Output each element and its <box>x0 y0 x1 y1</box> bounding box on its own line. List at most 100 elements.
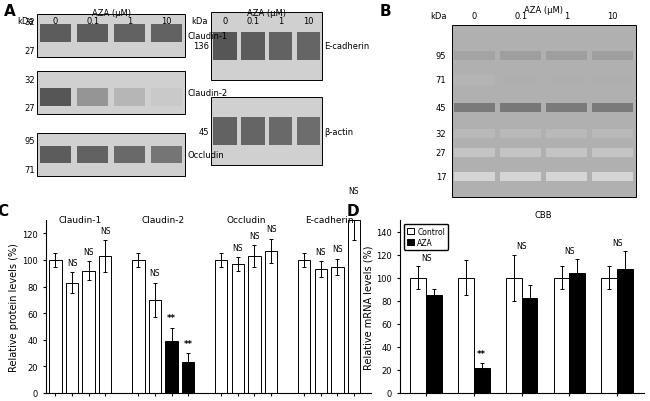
Bar <box>546 52 587 61</box>
Text: 45: 45 <box>436 103 447 113</box>
Bar <box>99 256 111 393</box>
Bar <box>546 103 587 113</box>
Text: NS: NS <box>564 246 575 255</box>
Text: 0: 0 <box>222 17 227 26</box>
Legend: Control, AZA: Control, AZA <box>404 225 448 250</box>
Bar <box>77 146 108 164</box>
Bar <box>454 129 495 139</box>
Bar <box>248 256 261 393</box>
Bar <box>500 103 541 113</box>
Bar <box>500 148 541 158</box>
Bar <box>458 278 474 393</box>
Text: 0: 0 <box>53 17 58 26</box>
Bar <box>37 15 185 57</box>
Bar <box>211 13 322 81</box>
Bar <box>269 117 292 146</box>
Bar <box>77 89 108 107</box>
Bar <box>114 89 145 107</box>
Text: 95: 95 <box>25 137 35 146</box>
Bar <box>521 299 538 393</box>
Bar <box>474 368 489 393</box>
Bar <box>348 221 360 393</box>
Bar <box>554 278 569 393</box>
Text: Occludin: Occludin <box>187 151 224 160</box>
Bar <box>269 32 292 61</box>
Bar <box>40 25 71 43</box>
Text: 71: 71 <box>436 76 447 85</box>
Bar <box>151 146 182 164</box>
Bar <box>315 269 327 393</box>
Text: 0.1: 0.1 <box>246 17 259 26</box>
Text: 10: 10 <box>161 17 172 26</box>
Text: NS: NS <box>612 238 623 247</box>
Bar <box>151 25 182 43</box>
Text: B: B <box>380 4 391 19</box>
Text: 32: 32 <box>25 75 35 84</box>
Bar <box>114 25 145 43</box>
Text: kDa: kDa <box>17 17 33 26</box>
Bar <box>331 267 344 393</box>
Bar <box>546 172 587 182</box>
Text: NS: NS <box>421 253 432 262</box>
Bar <box>132 260 144 393</box>
Text: CBB: CBB <box>535 211 552 219</box>
Bar <box>83 271 95 393</box>
Text: C: C <box>0 203 8 218</box>
Text: NS: NS <box>150 269 160 277</box>
Text: NS: NS <box>67 258 77 267</box>
Bar <box>454 76 495 85</box>
Text: 10: 10 <box>607 12 618 21</box>
Bar <box>592 172 633 182</box>
Text: kDa: kDa <box>191 17 207 26</box>
Text: **: ** <box>183 339 192 348</box>
Bar <box>40 89 71 107</box>
Text: Claudin-2: Claudin-2 <box>187 89 228 98</box>
Bar <box>500 52 541 61</box>
Y-axis label: Relative mRNA levels (%): Relative mRNA levels (%) <box>363 245 374 369</box>
Text: **: ** <box>477 350 486 358</box>
Bar <box>297 117 320 146</box>
Bar <box>454 52 495 61</box>
Bar <box>546 148 587 158</box>
Text: AZA (μM): AZA (μM) <box>524 6 563 15</box>
Text: 136: 136 <box>193 42 209 51</box>
Text: Occludin: Occludin <box>226 216 266 225</box>
Text: NS: NS <box>100 226 110 235</box>
Text: NS: NS <box>315 247 326 256</box>
Bar <box>77 25 108 43</box>
Text: NS: NS <box>348 186 359 195</box>
Bar <box>37 72 185 115</box>
Text: 17: 17 <box>436 172 447 182</box>
Bar <box>49 260 62 393</box>
Bar <box>500 172 541 182</box>
Bar <box>618 269 633 393</box>
Text: 71: 71 <box>25 166 35 174</box>
Text: kDa: kDa <box>430 12 447 21</box>
Bar <box>500 129 541 139</box>
Bar <box>297 32 320 61</box>
Text: E-cadherin: E-cadherin <box>305 216 354 225</box>
Bar <box>151 89 182 107</box>
Text: 95: 95 <box>436 52 447 61</box>
Text: Claudin-1: Claudin-1 <box>187 32 228 41</box>
Text: 0.1: 0.1 <box>86 17 99 26</box>
Bar <box>182 363 194 393</box>
Bar <box>241 32 265 61</box>
Text: A: A <box>4 4 16 19</box>
Bar <box>241 117 265 146</box>
Bar <box>114 146 145 164</box>
Text: D: D <box>346 203 359 218</box>
Bar <box>231 264 244 393</box>
Text: 1: 1 <box>278 17 283 26</box>
Text: 45: 45 <box>199 127 209 136</box>
Bar <box>40 146 71 164</box>
Bar <box>546 129 587 139</box>
Text: 10: 10 <box>303 17 314 26</box>
Bar <box>37 134 185 176</box>
Text: 0: 0 <box>472 12 477 21</box>
Text: **: ** <box>167 314 176 323</box>
Bar <box>592 148 633 158</box>
Bar <box>592 52 633 61</box>
Text: NS: NS <box>233 243 243 252</box>
Bar <box>454 172 495 182</box>
